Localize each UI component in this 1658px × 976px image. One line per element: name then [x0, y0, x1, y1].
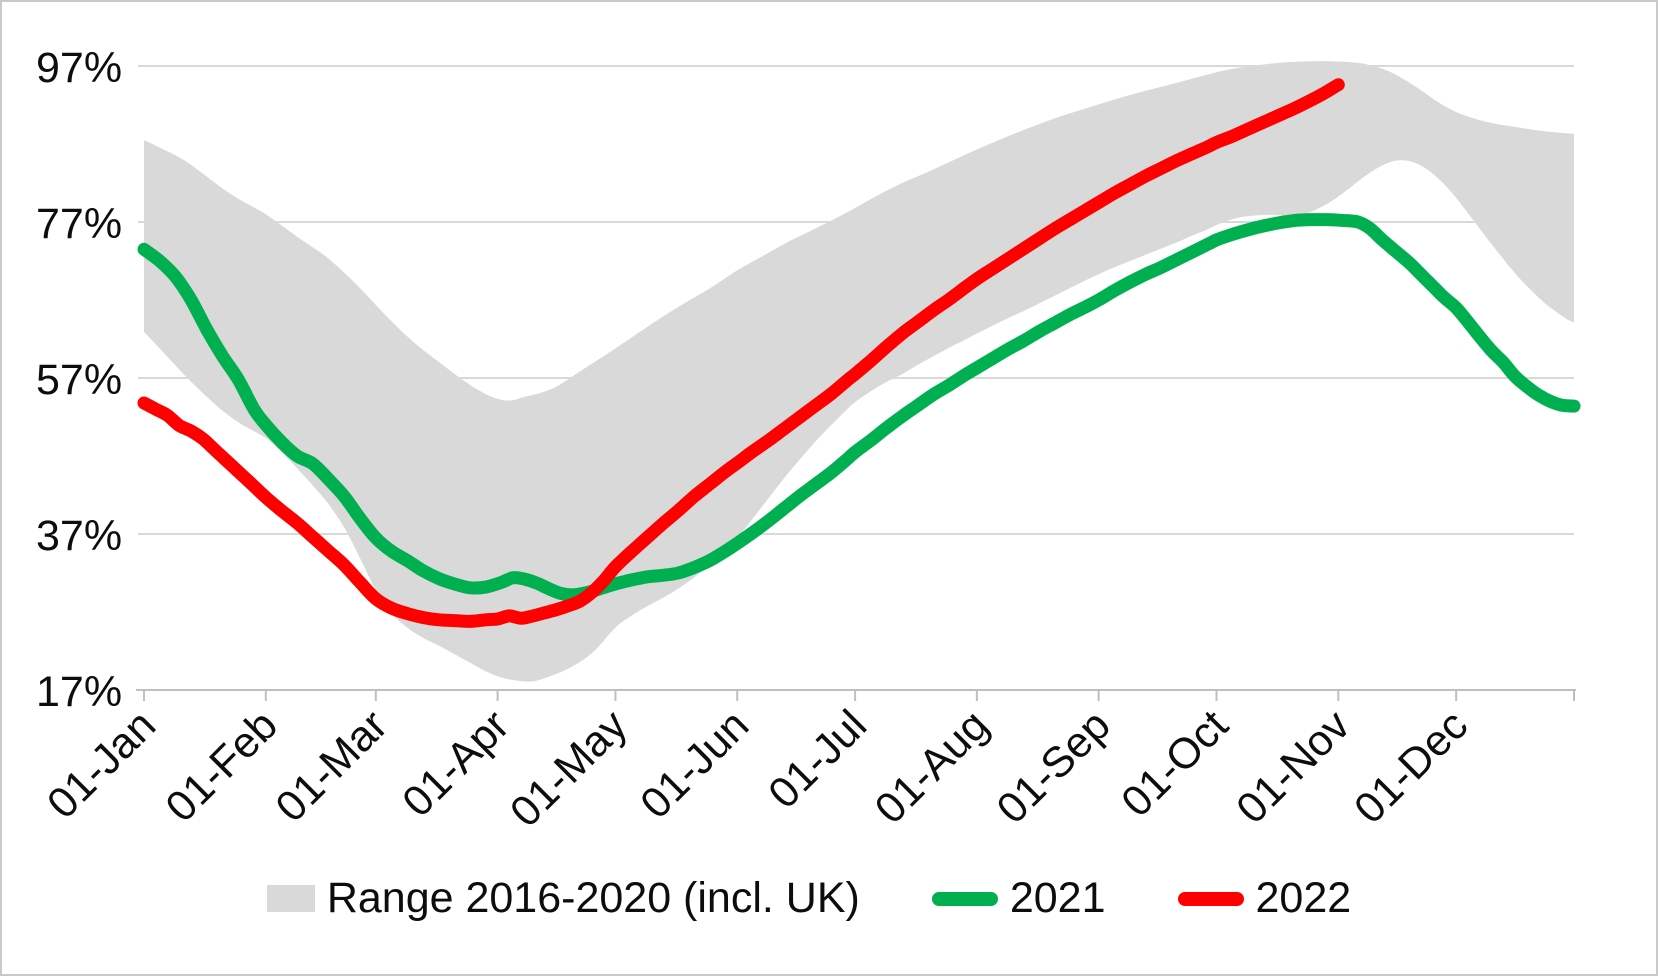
legend-item-range: Range 2016-2020 (incl. UK)	[266, 874, 860, 923]
x-tick-label: 01-Jun	[631, 701, 758, 828]
x-tick-label: 01-Oct	[1112, 701, 1237, 826]
y-tick-label: 57%	[36, 356, 122, 404]
legend-label-range: Range 2016-2020 (incl. UK)	[326, 874, 860, 922]
series-line-2021	[137, 213, 1581, 602]
y-tick-label: 17%	[36, 668, 122, 716]
x-tick-label: 01-Feb	[157, 701, 287, 831]
legend-label-2021: 2021	[1009, 874, 1106, 922]
range-band-swatch-icon	[266, 885, 315, 912]
x-tick-label: 01-Dec	[1345, 701, 1477, 833]
x-tick-label: 01-Sep	[988, 701, 1120, 833]
x-tick-label: 01-May	[501, 701, 637, 837]
series-2021-swatch-icon	[931, 891, 998, 906]
legend-item-2021: 2021	[931, 874, 1106, 923]
chart-legend: Range 2016-2020 (incl. UK) 2021 2022	[2, 874, 1616, 923]
x-tick-label: 01-Nov	[1227, 701, 1359, 833]
x-tick-label: 01-Apr	[393, 701, 518, 826]
x-tick-label: 01-Jan	[38, 701, 165, 828]
x-tick-label: 01-Aug	[866, 701, 998, 833]
series-2022-swatch-icon	[1177, 891, 1244, 906]
y-tick-label: 37%	[36, 512, 122, 560]
y-tick-label: 97%	[36, 44, 122, 92]
x-tick-label: 01-Mar	[267, 701, 397, 831]
legend-item-2022: 2022	[1177, 874, 1352, 923]
y-tick-label: 77%	[36, 200, 122, 248]
x-tick-label: 01-Jul	[759, 701, 876, 818]
legend-label-2022: 2022	[1255, 874, 1352, 922]
series-line-2022	[137, 78, 1345, 628]
